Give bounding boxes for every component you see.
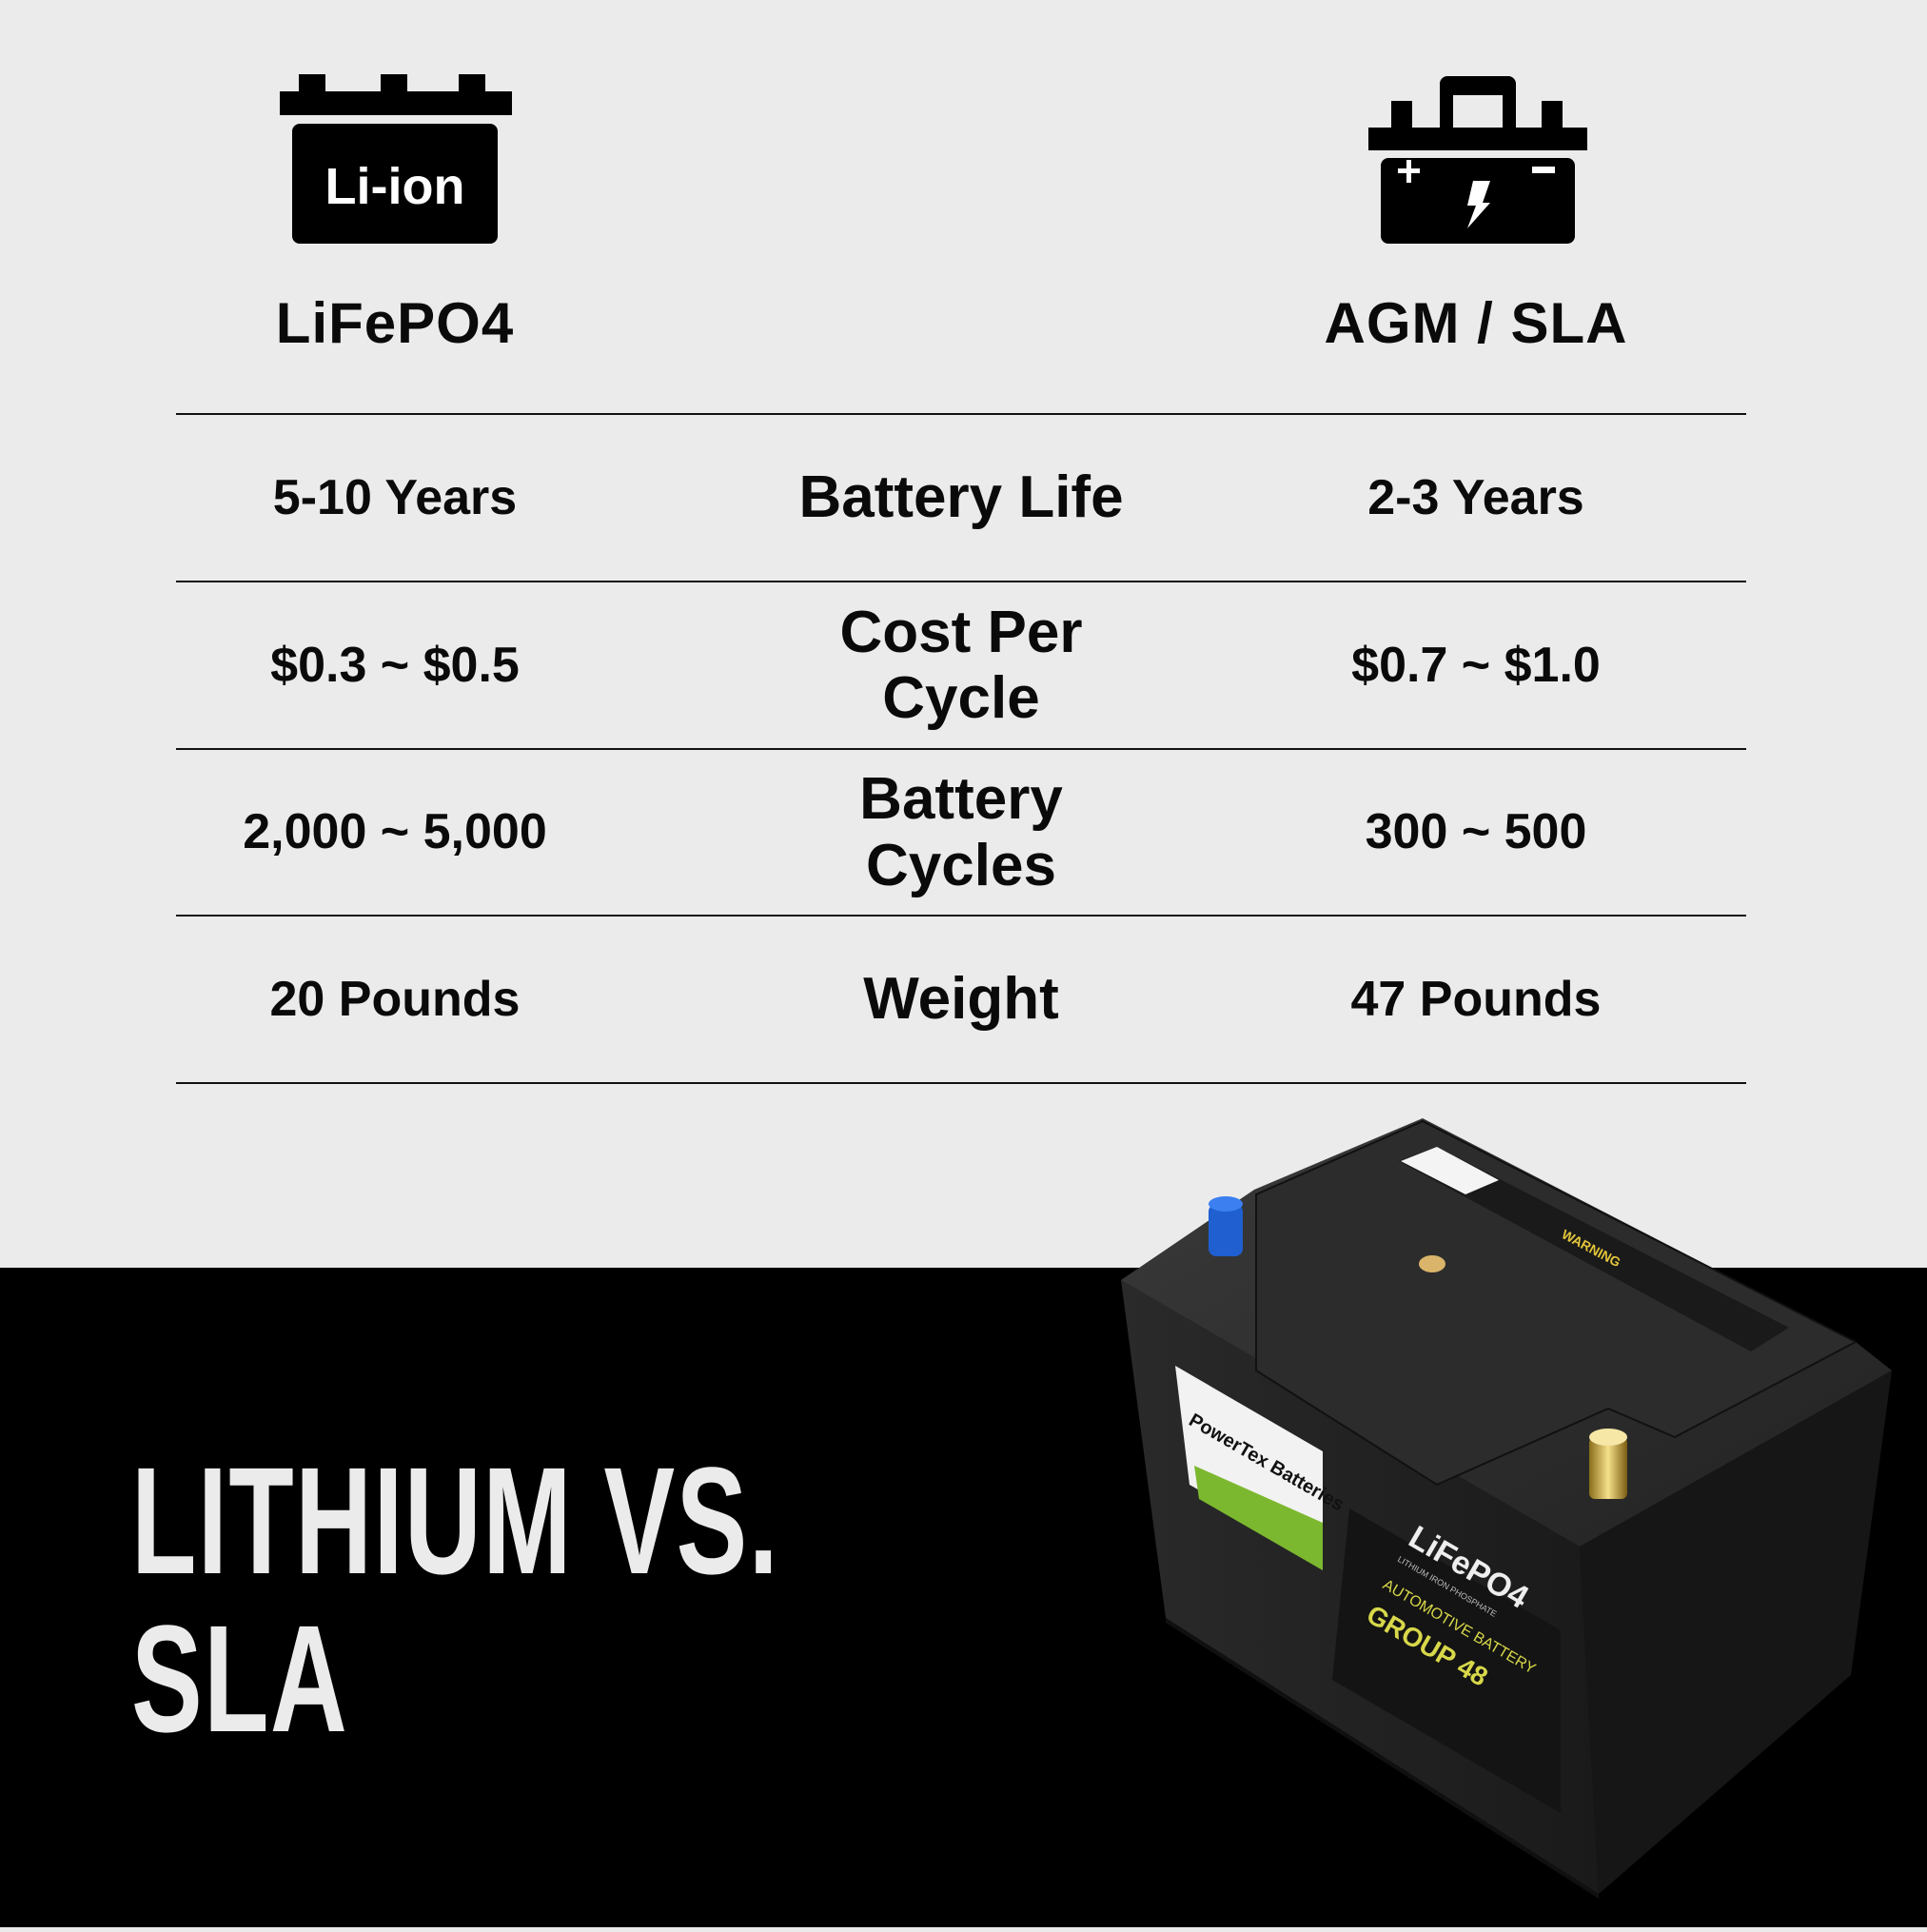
car-battery-icon (1368, 74, 1587, 244)
headline-line-1: LITHIUM VS. (131, 1435, 780, 1606)
cost-per-cycle-sla: $0.7 ~ $1.0 (1351, 637, 1601, 693)
divider (176, 581, 1746, 582)
headline-line-2: SLA (131, 1593, 349, 1764)
divider (176, 1082, 1746, 1084)
battery-cycles-lifepo4: 2,000 ~ 5,000 (243, 804, 547, 860)
battery-life-sla: 2-3 Years (1367, 469, 1584, 525)
divider (176, 748, 1746, 750)
divider (176, 413, 1746, 415)
battery-cycles-label: Battery Cycles (859, 766, 1063, 898)
weight-sla: 47 Pounds (1350, 971, 1602, 1027)
headline: LITHIUM VS. SLA (131, 1442, 779, 1758)
lifepo4-column-title: LiFePO4 (275, 291, 515, 355)
divider (176, 915, 1746, 917)
li-ion-battery-icon: Li-ion (280, 74, 512, 244)
weight-label: Weight (863, 966, 1059, 1033)
battery-life-lifepo4: 5-10 Years (272, 469, 518, 525)
battery-cycles-sla: 300 ~ 500 (1365, 804, 1587, 860)
weight-lifepo4: 20 Pounds (269, 971, 521, 1027)
li-ion-icon-text: Li-ion (325, 158, 465, 215)
cost-per-cycle-label: Cost Per Cycle (839, 599, 1083, 731)
agm-sla-column-title: AGM / SLA (1324, 291, 1628, 355)
battery-life-label: Battery Life (798, 464, 1124, 531)
warning-label: WARNING (1560, 1227, 1623, 1271)
cost-per-cycle-lifepo4: $0.3 ~ $0.5 (270, 637, 520, 693)
